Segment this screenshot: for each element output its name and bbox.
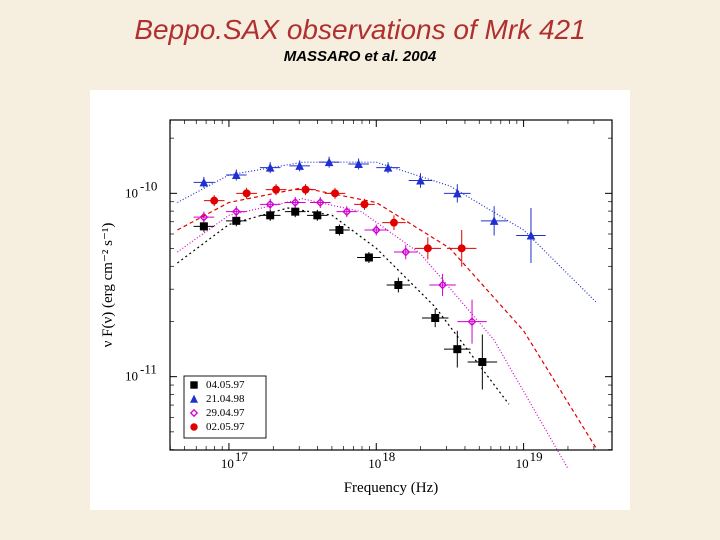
svg-text:02.05.97: 02.05.97 <box>206 421 245 433</box>
chart-container: 10171018101910-1110-10Frequency (Hz)ν F(… <box>90 90 630 510</box>
svg-text:18: 18 <box>382 449 395 464</box>
sed-chart: 10171018101910-1110-10Frequency (Hz)ν F(… <box>90 90 630 510</box>
svg-text:-10: -10 <box>140 178 157 193</box>
svg-text:21.04.98: 21.04.98 <box>206 393 245 405</box>
page-title: Beppo.SAX observations of Mrk 421 <box>0 0 720 46</box>
svg-text:17: 17 <box>235 449 249 464</box>
page-subtitle: MASSARO et al. 2004 <box>0 48 720 65</box>
svg-text:10: 10 <box>221 456 234 471</box>
svg-text:10: 10 <box>125 369 138 384</box>
svg-text:19: 19 <box>530 449 543 464</box>
svg-text:-11: -11 <box>140 362 157 377</box>
svg-text:Frequency (Hz): Frequency (Hz) <box>344 480 439 496</box>
svg-text:04.05.97: 04.05.97 <box>206 379 245 391</box>
svg-text:ν F(ν) (erg cm⁻² s⁻¹): ν F(ν) (erg cm⁻² s⁻¹) <box>100 223 116 348</box>
svg-text:29.04.97: 29.04.97 <box>206 407 245 419</box>
svg-text:10: 10 <box>368 456 381 471</box>
svg-text:10: 10 <box>125 185 138 200</box>
svg-text:10: 10 <box>516 456 529 471</box>
